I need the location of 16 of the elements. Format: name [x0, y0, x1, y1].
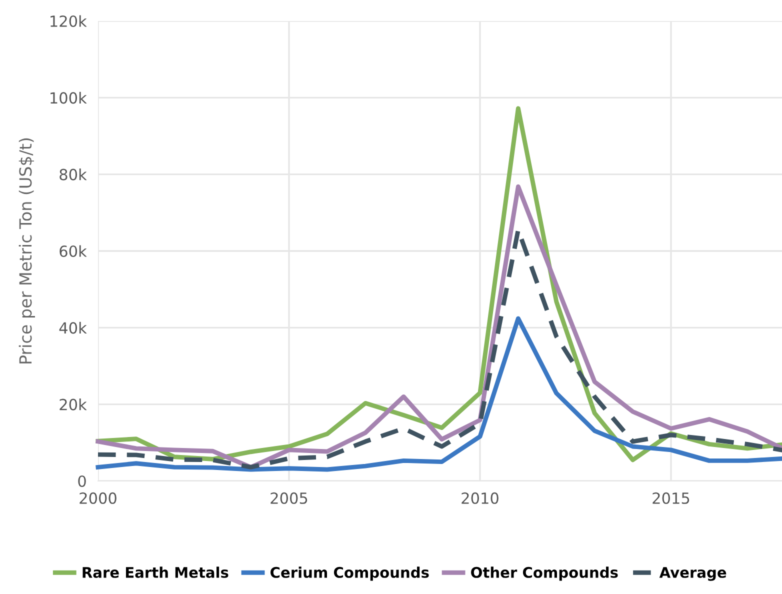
x-tick-label: 2000	[80, 492, 116, 504]
legend-label: Cerium Compounds	[270, 566, 429, 581]
legend-label: Average	[659, 567, 726, 581]
y-tick-label: 100k	[50, 92, 87, 104]
legend-label: Rare Earth Metals	[82, 566, 228, 578]
y-tick-label: 60k	[60, 245, 87, 258]
x-tick-label: 2005	[270, 492, 308, 504]
y-tick-label: 0	[78, 475, 86, 488]
y-tick-label: 40k	[59, 322, 87, 334]
x-tick-label: 2010	[462, 492, 498, 504]
y-axis-title: Price per Metric Ton (US$/t)	[18, 138, 35, 364]
y-tick-label: 20k	[60, 398, 87, 410]
legend-label: Other Compounds	[471, 566, 618, 581]
y-tick-label: 80k	[60, 168, 87, 180]
x-tick-label: 2015	[652, 492, 690, 504]
y-tick-label: 120k	[50, 15, 87, 28]
